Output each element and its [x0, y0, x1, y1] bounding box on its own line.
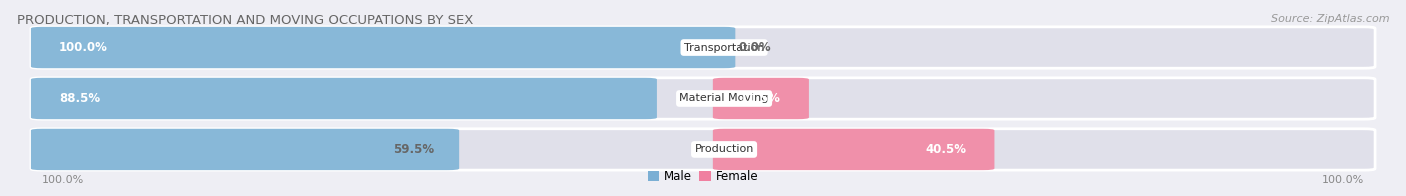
Legend: Male, Female: Male, Female	[643, 166, 763, 188]
Text: 59.5%: 59.5%	[392, 143, 434, 156]
Text: Material Moving: Material Moving	[679, 93, 769, 103]
Text: Production: Production	[695, 144, 754, 154]
FancyBboxPatch shape	[31, 129, 460, 170]
Text: PRODUCTION, TRANSPORTATION AND MOVING OCCUPATIONS BY SEX: PRODUCTION, TRANSPORTATION AND MOVING OC…	[17, 14, 474, 27]
Text: 100.0%: 100.0%	[1322, 175, 1364, 185]
Text: 0.0%: 0.0%	[738, 41, 770, 54]
FancyBboxPatch shape	[713, 78, 808, 119]
FancyBboxPatch shape	[31, 78, 657, 119]
Text: 100.0%: 100.0%	[59, 41, 108, 54]
Text: 100.0%: 100.0%	[42, 175, 84, 185]
Text: 11.5%: 11.5%	[740, 92, 780, 105]
Text: 88.5%: 88.5%	[59, 92, 100, 105]
FancyBboxPatch shape	[31, 78, 1375, 119]
Text: Transportation: Transportation	[683, 43, 765, 53]
FancyBboxPatch shape	[713, 129, 994, 170]
FancyBboxPatch shape	[31, 129, 1375, 170]
Text: 40.5%: 40.5%	[925, 143, 966, 156]
FancyBboxPatch shape	[31, 27, 1375, 68]
Text: Source: ZipAtlas.com: Source: ZipAtlas.com	[1271, 14, 1389, 24]
FancyBboxPatch shape	[31, 27, 735, 68]
